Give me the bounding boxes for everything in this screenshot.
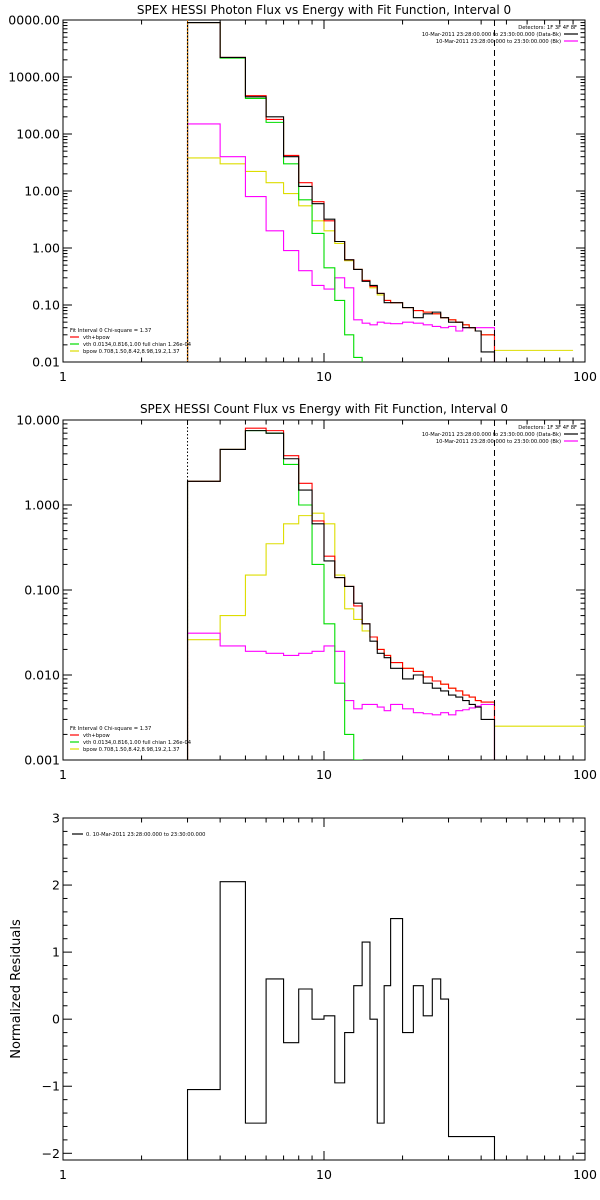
y-tick-label: 0.10 — [32, 298, 60, 313]
series-bpow — [186, 512, 585, 760]
series-group — [186, 22, 574, 362]
x-tick-label: 1 — [59, 767, 67, 782]
y-tick-label: 0.001 — [24, 753, 60, 768]
series-data — [186, 22, 496, 362]
x-axis: 1 10 100 — [59, 818, 597, 1182]
legend-entry: vth+bpow — [83, 335, 110, 341]
legend-entry: vth 0.0134,0.816,1.00 full chian 1.26e-0… — [83, 342, 192, 348]
chart-title: SPEX HESSI Photon Flux vs Energy with Fi… — [137, 3, 511, 17]
legend-header: Fit Interval 0 Chi-square = 1.37 — [70, 726, 151, 732]
series-group — [186, 881, 496, 1160]
y-tick-label: 1.00 — [32, 241, 60, 256]
y-tick-label: 0.01 — [32, 355, 60, 370]
chart-title: SPEX HESSI Count Flux vs Energy with Fit… — [140, 402, 508, 416]
y-axis: 3 2 1 0 −1 −2 — [42, 811, 585, 1161]
y-axis: 10.000 1.000 0.100 0.010 0.001 — [16, 413, 585, 768]
y-tick-label: 0000.00 — [8, 13, 60, 28]
x-axis: 1 10 100 — [59, 420, 597, 782]
legend-entry: vth 0.0134,0.816,1.00 full chian 1.26e-0… — [83, 740, 192, 746]
x-tick-label: 1 — [59, 369, 67, 384]
legend-entry: 10-Mar-2011 23:28:00.000 to 23:30:00.000… — [436, 439, 561, 445]
y-tick-label: 0.010 — [24, 668, 60, 683]
legend-header: Fit Interval 0 Chi-square = 1.37 — [70, 328, 151, 334]
legend: 0. 10-Mar-2011 23:28:00.000 to 23:30:00.… — [72, 832, 205, 838]
y-tick-label: 1 — [52, 945, 60, 960]
x-tick-label: 10 — [316, 1167, 332, 1182]
series-residuals — [186, 881, 496, 1160]
legend-entry: 10-Mar-2011 23:28:00.000 to 23:30:00.000… — [436, 39, 561, 45]
y-tick-label: 1000.00 — [8, 70, 60, 85]
y-tick-label: 0.100 — [24, 583, 60, 598]
series-vth-plus-bpow — [186, 22, 496, 362]
panel-1: SPEX HESSI Photon Flux vs Energy with Fi… — [8, 3, 597, 384]
series-data — [186, 430, 496, 760]
x-tick-label: 100 — [573, 1167, 597, 1182]
panel-2: SPEX HESSI Count Flux vs Energy with Fit… — [16, 402, 597, 782]
x-tick-label: 100 — [573, 369, 597, 384]
series-background — [186, 123, 496, 362]
x-tick-label: 100 — [573, 767, 597, 782]
legend-entry: bpow 0.708,1.50,8.42,8.98,19.2,1.37 — [83, 747, 180, 753]
y-tick-label: 100.00 — [16, 127, 60, 142]
y-tick-label: 1.000 — [24, 498, 60, 513]
y-tick-label: 10.000 — [16, 413, 60, 428]
y-tick-label: −2 — [42, 1146, 60, 1161]
x-tick-label: 1 — [59, 1167, 67, 1182]
series-group — [186, 427, 585, 760]
legend-entry: vth+bpow — [83, 733, 110, 739]
y-tick-label: 0 — [52, 1012, 60, 1027]
x-tick-label: 10 — [316, 369, 332, 384]
plot-frame — [62, 817, 586, 1161]
plot-frame — [62, 19, 586, 363]
legend-header: Detectors: 1F 3F 4F 8F — [518, 25, 577, 31]
series-vth-plus-bpow — [186, 427, 496, 760]
legend-entry: 0. 10-Mar-2011 23:28:00.000 to 23:30:00.… — [86, 832, 205, 838]
legend-entry: 10-Mar-2011 23:28:00.000 to 23:30:00.000… — [422, 32, 561, 38]
series-vth — [186, 430, 363, 760]
legend-header: Detectors: 1F 3F 4F 8F — [518, 425, 577, 431]
y-tick-label: −1 — [42, 1079, 60, 1094]
x-axis: 1 10 100 — [59, 20, 597, 384]
y-tick-label: 10.00 — [24, 184, 60, 199]
x-tick-label: 10 — [316, 767, 332, 782]
y-tick-label: 2 — [52, 878, 60, 893]
y-axis-label: Normalized Residuals — [9, 919, 24, 1059]
series-background — [186, 632, 496, 760]
y-axis: 0000.00 1000.00 100.00 10.00 1.00 0.10 0.01 — [8, 13, 585, 370]
legend-entry: bpow 0.708,1.50,8.42,8.98,19.2,1.37 — [83, 349, 180, 355]
legend-entry: 10-Mar-2011 23:28:00.000 to 23:30:00.000… — [422, 432, 561, 438]
series-vth — [186, 22, 363, 362]
y-tick-label: 3 — [52, 811, 60, 826]
